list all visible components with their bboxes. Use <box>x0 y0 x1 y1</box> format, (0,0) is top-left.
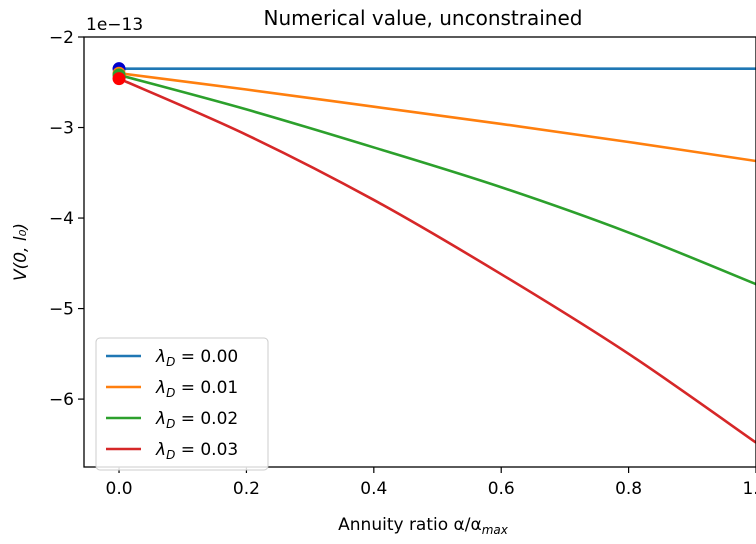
x-tick-label: 0.4 <box>360 479 387 499</box>
y-offset-text: 1e−13 <box>86 15 143 35</box>
legend-box <box>95 337 269 471</box>
legend-label-lambda: λ <box>155 440 166 460</box>
x-tick-label: 0.2 <box>233 479 260 499</box>
x-axis-label-main: Annuity ratio α/α <box>338 515 482 535</box>
y-tick-label: −5 <box>49 300 74 320</box>
x-axis-label-sub: max <box>482 523 509 537</box>
legend-label-value: = 0.03 <box>175 440 238 460</box>
y-tick-label: −2 <box>49 28 74 48</box>
plot-area <box>112 62 756 444</box>
legend-label-value: = 0.02 <box>175 409 238 429</box>
y-tick-label: −6 <box>49 390 74 410</box>
x-tick-label: 0.6 <box>488 479 515 499</box>
y-axis: −2 −3 −4 −5 −6 <box>49 28 84 410</box>
x-axis: 0.0 0.2 0.4 0.6 0.8 1.0 <box>106 467 756 499</box>
y-tick-label: −3 <box>49 119 74 139</box>
chart-title: Numerical value, unconstrained <box>264 6 583 30</box>
legend-label-value: = 0.01 <box>175 378 238 398</box>
plot-frame <box>83 36 756 468</box>
x-tick-label: 0.8 <box>615 479 642 499</box>
legend-label-lambda: λ <box>155 347 166 367</box>
x-tick-label: 1.0 <box>742 479 756 499</box>
y-tick-label: −4 <box>49 209 74 229</box>
x-axis-label: Annuity ratio α/αmax <box>338 515 509 537</box>
legend-label: λD = 0.01 <box>155 378 238 400</box>
series-line-1 <box>118 71 756 163</box>
legend-label-sub: D <box>166 417 175 431</box>
legend-label-lambda: λ <box>155 378 166 398</box>
x-tick-label: 0.0 <box>106 479 133 499</box>
legend-label-sub: D <box>166 386 175 400</box>
legend-label-lambda: λ <box>155 409 166 429</box>
series-line-3 <box>118 77 756 444</box>
legend-label-sub: D <box>166 448 175 462</box>
legend-label: λD = 0.03 <box>155 440 238 462</box>
start-marker-3 <box>112 72 126 86</box>
legend-label-value: = 0.00 <box>175 347 238 367</box>
legend-label-sub: D <box>166 355 175 369</box>
y-axis-label: V(0, l₀) <box>11 223 31 281</box>
legend-label: λD = 0.00 <box>155 347 238 369</box>
legend-label: λD = 0.02 <box>155 409 238 431</box>
series-line-2 <box>118 73 756 286</box>
